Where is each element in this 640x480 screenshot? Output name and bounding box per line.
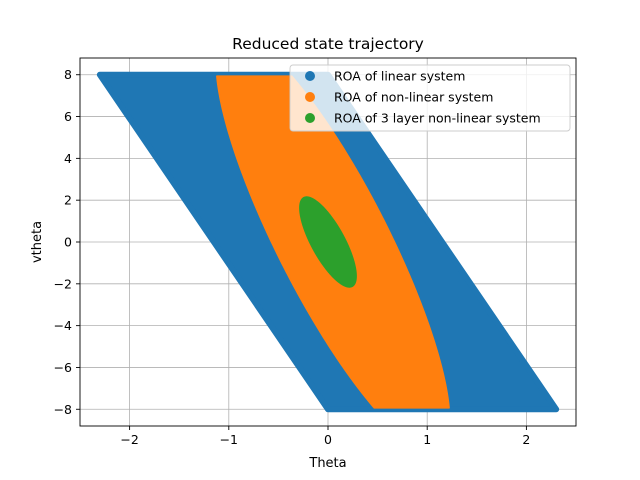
x-tick-label: 0 <box>324 432 332 447</box>
roa-3-layer-region <box>299 196 357 288</box>
legend: ROA of linear system ROA of non-linear sy… <box>289 64 571 132</box>
y-tick-label: 4 <box>64 151 72 166</box>
y-tick-label: 2 <box>64 193 72 208</box>
x-axis-label: Theta <box>308 456 346 471</box>
legend-entry-label: ROA of 3 layer non-linear system <box>334 111 541 126</box>
y-tick-label: −4 <box>54 318 72 333</box>
x-axis-ticks: −2 −1 0 1 2 <box>120 426 530 447</box>
y-tick-label: 6 <box>64 109 72 124</box>
legend-marker <box>305 92 315 102</box>
x-tick-label: 1 <box>423 432 431 447</box>
y-axis-ticks: −8 −6 −4 −2 0 2 4 6 8 <box>54 67 80 417</box>
y-tick-label: 0 <box>64 235 72 250</box>
legend-marker <box>305 113 315 123</box>
x-tick-label: −1 <box>220 432 238 447</box>
legend-box <box>289 64 571 132</box>
chart-title: Reduced state trajectory <box>232 35 424 53</box>
y-axis-label: vtheta <box>30 221 45 263</box>
legend-marker <box>305 71 315 81</box>
y-tick-label: −8 <box>54 402 72 417</box>
y-tick-label: 8 <box>64 67 72 82</box>
y-tick-label: −2 <box>54 276 72 291</box>
y-tick-label: −6 <box>54 360 72 375</box>
x-tick-label: 2 <box>522 432 530 447</box>
data-regions <box>96 71 560 413</box>
legend-entry-label: ROA of non-linear system <box>334 90 493 105</box>
legend-entry-label: ROA of linear system <box>334 69 465 84</box>
x-tick-label: −2 <box>120 432 138 447</box>
